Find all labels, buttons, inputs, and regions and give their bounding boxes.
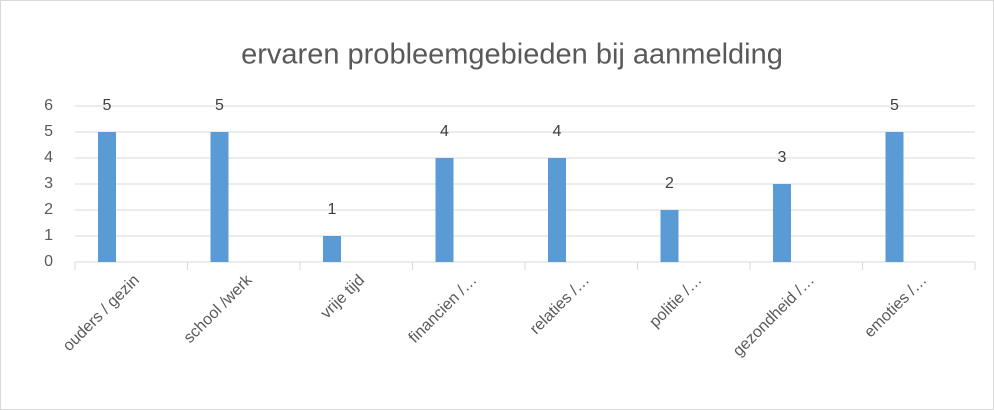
bar xyxy=(548,158,566,262)
y-tick-label: 1 xyxy=(44,227,53,244)
bar xyxy=(773,184,791,262)
bar xyxy=(885,132,904,262)
y-tick-label: 2 xyxy=(44,201,53,218)
y-tick-label: 3 xyxy=(44,175,53,192)
data-label: 4 xyxy=(553,123,562,140)
bar xyxy=(98,132,116,262)
data-label: 5 xyxy=(103,97,112,114)
y-tick-label: 4 xyxy=(44,149,53,166)
data-label: 5 xyxy=(890,97,899,114)
chart-title: ervaren probleemgebieden bij aanmelding xyxy=(241,39,783,71)
bar xyxy=(435,158,454,262)
y-tick-label: 5 xyxy=(44,123,53,140)
data-label: 3 xyxy=(778,149,787,166)
bar xyxy=(210,132,229,262)
data-label: 1 xyxy=(328,201,337,218)
data-label: 2 xyxy=(665,175,674,192)
bar xyxy=(660,210,679,262)
data-label: 5 xyxy=(215,97,224,114)
y-tick-label: 0 xyxy=(44,253,53,270)
bar xyxy=(323,236,341,262)
y-tick-label: 6 xyxy=(44,97,53,114)
data-label: 4 xyxy=(440,123,449,140)
